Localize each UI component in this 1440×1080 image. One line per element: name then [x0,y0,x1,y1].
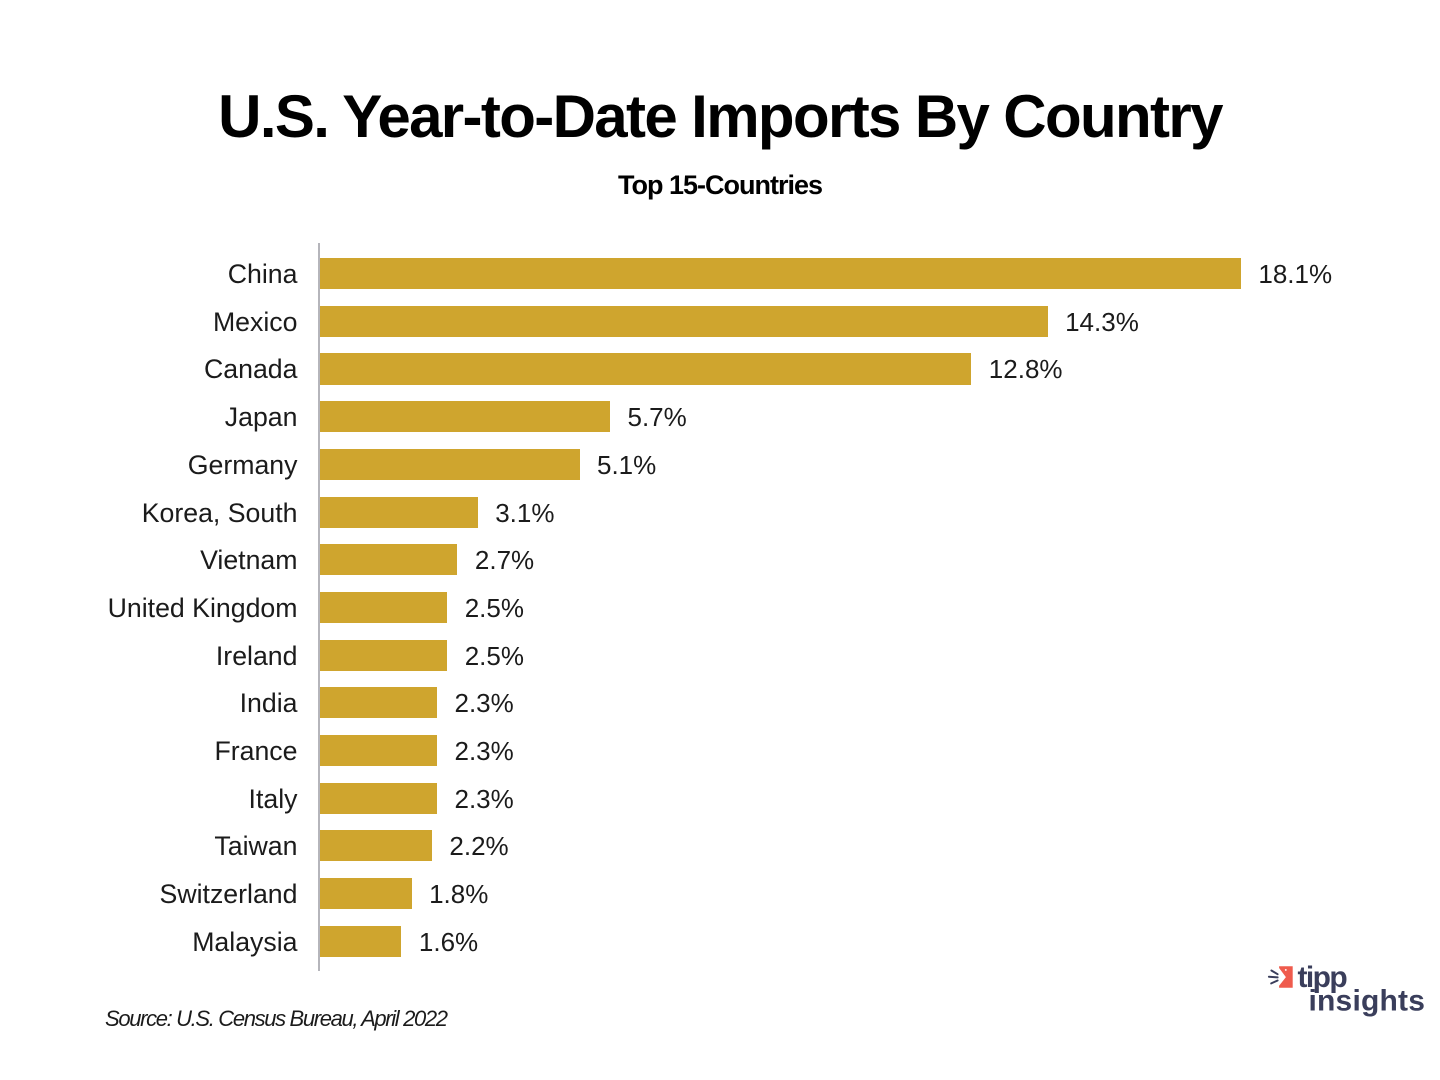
svg-text:tipp: tipp [1298,961,1348,994]
svg-text:insights: insights [1309,985,1426,1018]
